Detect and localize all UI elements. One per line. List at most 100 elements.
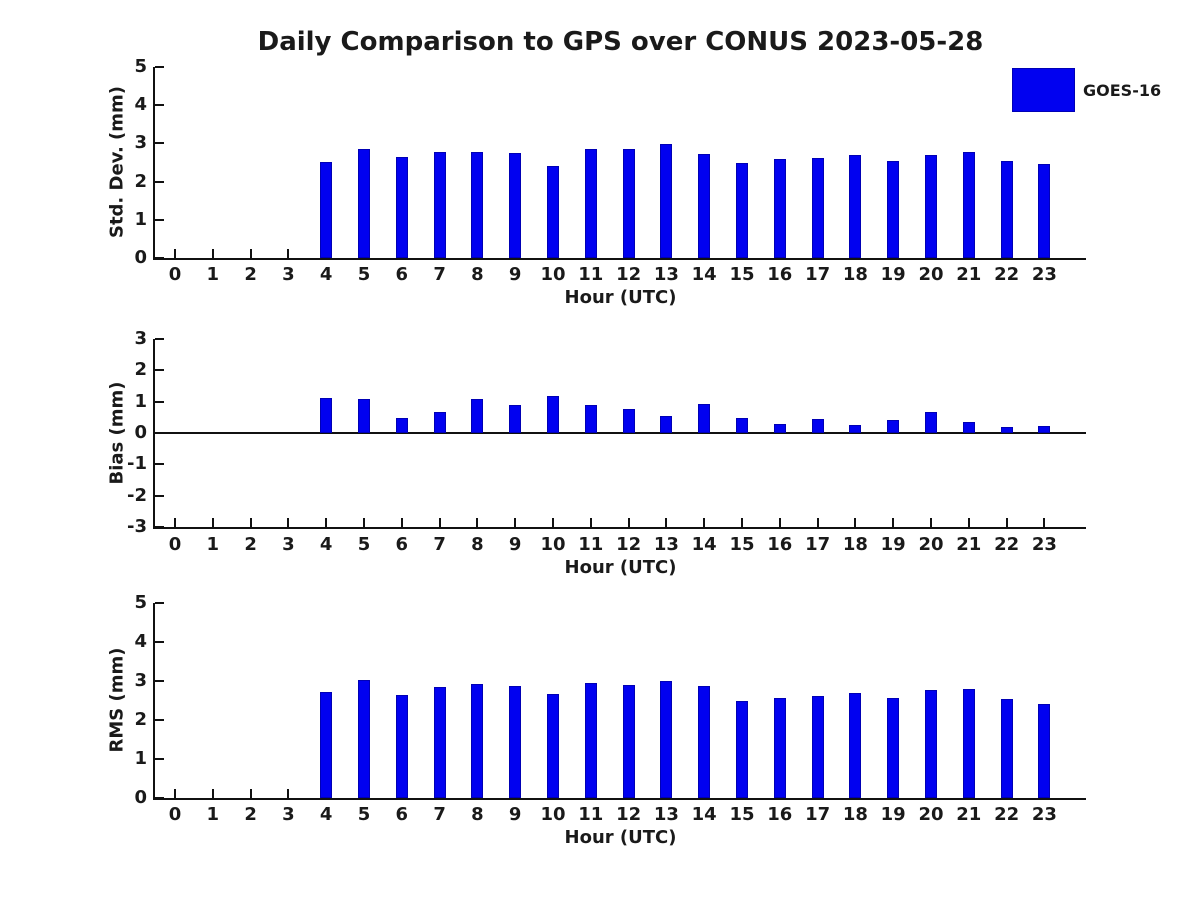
bias-x-tick-label: 23 xyxy=(1031,534,1057,555)
rms-x-tick-label: 1 xyxy=(206,804,220,825)
bias-y-tick xyxy=(155,369,164,372)
std-dev-x-tick-label: 12 xyxy=(616,264,642,285)
bias-bar-hour-14 xyxy=(698,404,711,433)
legend-color-swatch xyxy=(1012,68,1075,112)
bias-bar-hour-16 xyxy=(773,424,786,433)
bias-x-tick xyxy=(892,518,895,527)
bias-x-tick xyxy=(174,518,176,527)
bias-x-tick-label: 5 xyxy=(357,534,371,555)
bias-x-tick-label: 17 xyxy=(805,534,831,555)
rms-x-tick-label: 22 xyxy=(994,804,1020,825)
std-dev-bar-hour-15 xyxy=(736,162,748,258)
rms-x-tick-label: 17 xyxy=(805,804,831,825)
std-dev-x-tick xyxy=(249,249,252,258)
rms-bar-hour-19 xyxy=(887,698,900,798)
bias-bar-hour-23 xyxy=(1038,425,1051,433)
std-dev-bar-hour-12 xyxy=(622,149,635,258)
bias-x-tick xyxy=(476,518,479,527)
bias-x-tick-label: 7 xyxy=(433,534,446,555)
rms-bar-hour-14 xyxy=(698,686,711,798)
rms-x-tick xyxy=(249,789,252,798)
bias-x-tick-label: 19 xyxy=(880,534,906,555)
rms-x-tick-label: 21 xyxy=(956,804,982,825)
rms-x-tick xyxy=(287,789,290,798)
std-dev-left-spine xyxy=(153,67,155,260)
legend-label: GOES-16 xyxy=(1083,81,1162,100)
bias-x-tick-label: 8 xyxy=(471,534,484,555)
bias-x-tick-label: 9 xyxy=(508,534,522,555)
std-dev-y-tick-label: 4 xyxy=(134,94,147,116)
rms-x-tick-label: 13 xyxy=(653,804,679,825)
std-dev-y-tick-label: 1 xyxy=(134,208,147,230)
rms-y-tick xyxy=(155,797,164,799)
bias-x-tick xyxy=(589,518,592,527)
rms-x-tick-label: 16 xyxy=(767,804,793,825)
bias-y-tick xyxy=(155,400,164,403)
bias-bar-hour-18 xyxy=(849,424,862,433)
rms-bottom-spine xyxy=(153,798,1086,800)
bias-bar-hour-7 xyxy=(433,412,446,433)
bias-x-tick xyxy=(400,518,403,527)
rms-bar-hour-16 xyxy=(773,698,786,798)
rms-x-tick-label: 8 xyxy=(471,804,484,825)
std-dev-bar-hour-18 xyxy=(849,155,862,258)
bias-x-tick xyxy=(778,518,781,527)
rms-left-spine xyxy=(153,603,155,800)
std-dev-bar-hour-19 xyxy=(887,160,900,258)
rms-x-tick-label: 0 xyxy=(168,804,182,825)
std-dev-x-tick-label: 3 xyxy=(282,264,295,285)
bias-x-tick xyxy=(665,518,668,527)
std-dev-y-tick-label: 0 xyxy=(134,247,147,268)
bias-bar-hour-22 xyxy=(1000,426,1013,433)
rms-x-tick-label: 15 xyxy=(729,804,755,825)
bias-y-tick-label: 1 xyxy=(134,390,147,412)
rms-x-tick-label: 5 xyxy=(357,804,371,825)
bias-left-spine xyxy=(153,339,155,529)
std-dev-x-tick-label: 4 xyxy=(319,264,333,285)
std-dev-x-tick-label: 8 xyxy=(471,264,484,285)
rms-bar-hour-12 xyxy=(622,684,635,798)
rms-bar-hour-6 xyxy=(395,694,408,798)
std-dev-bar-hour-14 xyxy=(698,154,711,258)
std-dev-bar-hour-4 xyxy=(320,162,333,258)
rms-x-tick-label: 7 xyxy=(433,804,446,825)
bias-x-tick xyxy=(1043,518,1046,527)
std-dev-x-tick xyxy=(211,249,214,258)
rms-y-tick xyxy=(155,719,164,721)
rms-y-tick xyxy=(155,758,164,760)
std-dev-y-tick xyxy=(155,257,164,259)
rms-bar-hour-10 xyxy=(547,694,559,798)
rms-y-tick-label: 4 xyxy=(134,631,147,652)
std-dev-x-tick-label: 1 xyxy=(206,264,220,285)
bias-x-tick-label: 20 xyxy=(918,534,944,555)
std-dev-bar-hour-5 xyxy=(358,149,370,258)
rms-bar-hour-7 xyxy=(433,687,446,798)
bias-x-tick xyxy=(741,518,743,527)
bias-x-tick-label: 6 xyxy=(395,534,409,555)
bias-x-tick xyxy=(514,518,517,527)
rms-x-tick-label: 11 xyxy=(578,804,604,825)
rms-bar-hour-23 xyxy=(1038,703,1051,798)
bias-x-tick-label: 10 xyxy=(540,534,566,555)
rms-y-tick-label: 1 xyxy=(134,748,147,769)
std-dev-bar-hour-7 xyxy=(433,152,446,258)
std-dev-bar-hour-9 xyxy=(509,153,522,258)
bias-x-tick-label: 22 xyxy=(994,534,1020,555)
bias-x-tick xyxy=(249,518,252,527)
rms-x-tick-label: 19 xyxy=(880,804,906,825)
std-dev-bar-hour-17 xyxy=(811,157,824,258)
std-dev-x-tick-label: 21 xyxy=(956,264,982,285)
bias-x-tick-label: 12 xyxy=(616,534,642,555)
bias-y-tick xyxy=(155,463,164,466)
bias-x-tick xyxy=(816,518,819,527)
rms-y-tick xyxy=(155,641,164,643)
bias-x-tick-label: 4 xyxy=(319,534,333,555)
rms-y-axis-label: RMS (mm) xyxy=(106,647,128,753)
rms-x-tick xyxy=(211,789,214,798)
bias-x-tick xyxy=(438,518,441,527)
std-dev-y-tick xyxy=(155,180,164,183)
rms-x-tick-label: 23 xyxy=(1031,804,1057,825)
std-dev-bar-hour-13 xyxy=(660,144,673,258)
bias-bar-hour-4 xyxy=(320,397,333,433)
